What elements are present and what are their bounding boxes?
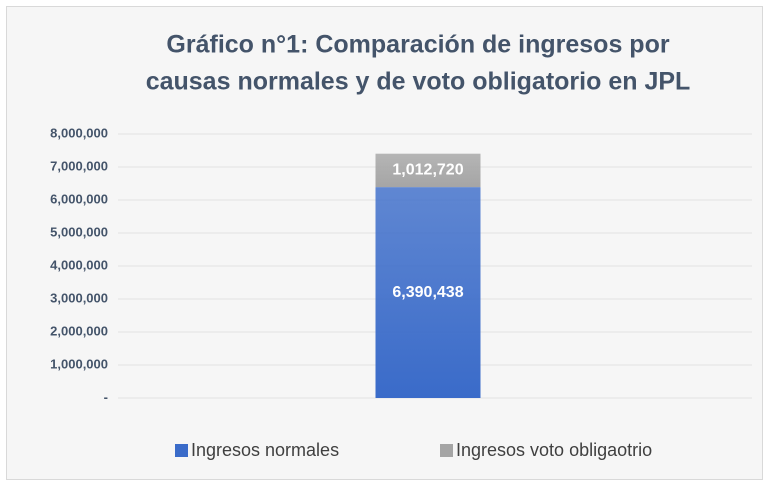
y-tick-label: 2,000,000 [50, 323, 108, 338]
legend-swatch [175, 444, 188, 457]
legend-label: Ingresos normales [191, 440, 339, 460]
legend-label: Ingresos voto obligaotrio [456, 440, 652, 460]
y-tick-label: 4,000,000 [50, 257, 108, 272]
value-label: 1,012,720 [392, 162, 463, 179]
value-label: 6,390,438 [392, 284, 463, 301]
chart-title: Gráfico n°1: Comparación de ingresos por [166, 31, 669, 59]
y-tick-label: 5,000,000 [50, 224, 108, 239]
y-tick-label: - [104, 389, 108, 404]
bar-segment [375, 153, 481, 188]
y-tick-label: 1,000,000 [50, 356, 108, 371]
y-tick-label: 7,000,000 [50, 158, 108, 173]
chart-title: causas normales y de voto obligatorio en… [146, 68, 691, 96]
y-tick-label: 3,000,000 [50, 290, 108, 305]
legend-swatch [440, 444, 453, 457]
y-tick-label: 6,000,000 [50, 191, 108, 206]
bar-segment [375, 187, 481, 398]
y-tick-label: 8,000,000 [50, 125, 108, 140]
